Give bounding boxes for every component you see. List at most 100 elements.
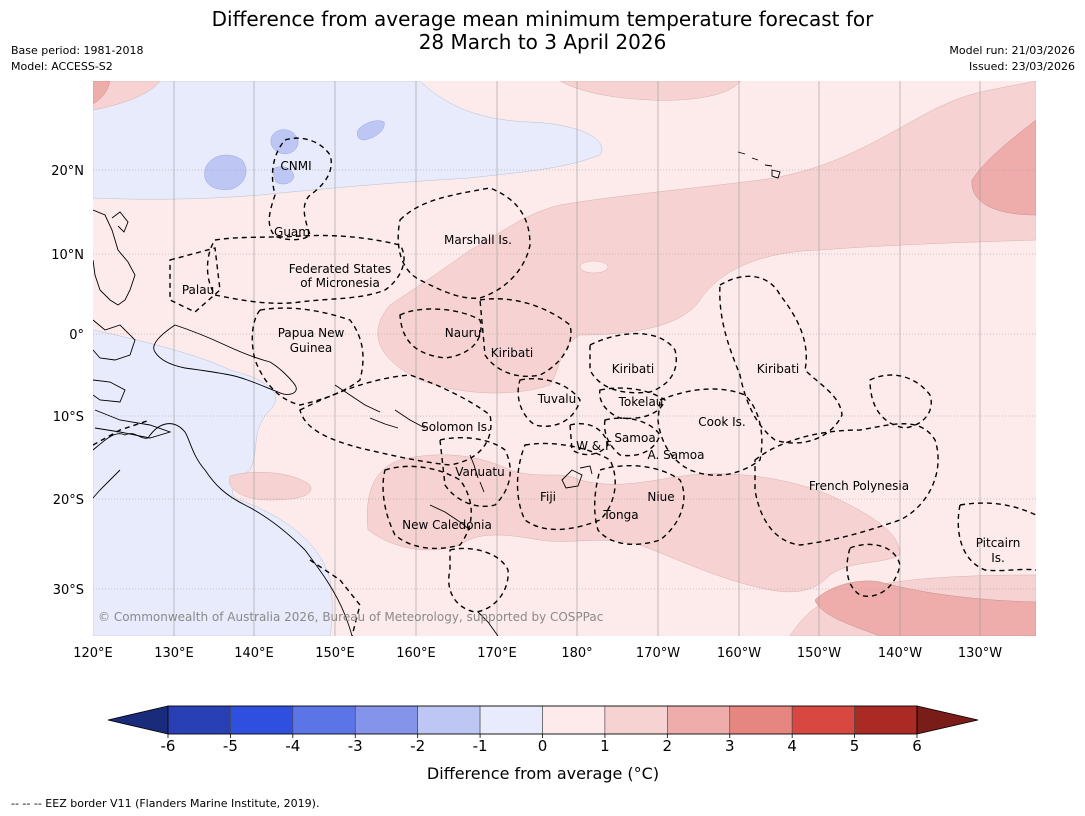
place-label: Fiji	[540, 490, 556, 504]
anomaly-patch-cool-3	[271, 166, 295, 185]
place-label: Guam	[274, 225, 310, 239]
eez-micronesia	[206, 234, 405, 304]
meta-right: Model run: 21/03/2026 Issued: 23/03/2026	[949, 43, 1075, 75]
colorbar-tick-label: -1	[473, 737, 488, 755]
place-label: Niue	[647, 490, 674, 504]
longitude-label: 150°W	[797, 646, 841, 661]
latitude-label: 30°S	[53, 583, 84, 598]
anomaly-patch-cool-4	[357, 120, 385, 141]
colorbar-swatch	[791, 705, 855, 735]
eez-cook	[657, 388, 763, 476]
place-label: Solomon Is.	[421, 420, 491, 434]
issued-date: Issued: 23/03/2026	[968, 60, 1075, 73]
place-label: Marshall Is.	[444, 233, 512, 247]
longitude-label: 160°W	[717, 646, 761, 661]
eez-tokelau	[598, 387, 666, 420]
eez-pitcairn	[846, 502, 1036, 597]
place-label: Federated States	[289, 262, 391, 276]
map-title: Difference from average mean minimum tem…	[0, 8, 1085, 54]
title-line-2: 28 March to 3 April 2026	[418, 30, 667, 54]
copyright-notice: © Commonwealth of Australia 2026, Bureau…	[98, 610, 603, 624]
colorbar-swatch	[854, 705, 918, 735]
coastline-new-guinea	[153, 324, 297, 395]
eez-kiribati-line	[719, 275, 843, 444]
eez-nauru	[399, 308, 482, 359]
eez-footer-note: -- -- -- EEZ border V11 (Flanders Marine…	[11, 797, 320, 810]
eez-samoa	[603, 417, 661, 457]
anomaly-patch-hot-ne	[971, 119, 1036, 216]
longitude-label: 120°E	[73, 646, 113, 661]
eez-palau	[169, 247, 221, 313]
longitude-label: 150°E	[315, 646, 355, 661]
place-label: Nauru	[445, 326, 481, 340]
eez-french-polynesia	[754, 374, 939, 546]
place-label: Vanuatu	[455, 465, 505, 479]
base-period: Base period: 1981-2018	[11, 44, 144, 57]
meta-left: Base period: 1981-2018 Model: ACCESS-S2	[11, 43, 143, 75]
anomaly-patch-warm-nw	[93, 81, 161, 111]
colorbar-tick-label: -3	[348, 737, 363, 755]
colorbar-tick-label: -4	[285, 737, 300, 755]
anomaly-patch-cool-1	[204, 154, 247, 190]
place-label: Tokelau	[618, 395, 664, 409]
place-label: W & F	[576, 439, 612, 453]
latitude-label: 10°N	[51, 248, 84, 263]
colorbar-tick-label: 3	[725, 737, 735, 755]
anomaly-region-cool-south	[93, 329, 333, 636]
coastline-solomon	[334, 384, 426, 429]
colorbar-swatch	[604, 705, 668, 735]
place-label: Kiribati	[757, 362, 799, 376]
colorbar-swatch	[542, 705, 606, 735]
longitude-label: 140°E	[234, 646, 274, 661]
latitude-label: 10°S	[53, 410, 84, 425]
colorbar-tick-label: 2	[663, 737, 673, 755]
coastline-new-zealand	[477, 611, 499, 636]
place-label: Tuvalu	[537, 392, 577, 406]
title-line-1: Difference from average mean minimum tem…	[211, 7, 874, 31]
place-label: Tonga	[602, 508, 638, 522]
longitude-label: 180°	[561, 646, 592, 661]
place-label: Kiribati	[491, 346, 533, 360]
longitude-label: 170°E	[477, 646, 517, 661]
anomaly-patch-warm-tasman	[229, 472, 312, 501]
anomaly-region-warm-east	[377, 81, 1036, 394]
place-label: Papua New	[278, 326, 345, 340]
longitude-label: 140°W	[878, 646, 922, 661]
eez-solomon	[299, 374, 492, 466]
place-label: Cook Is.	[698, 415, 745, 429]
colorbar-swatch	[417, 705, 481, 735]
place-label: Kiribati	[612, 362, 654, 376]
colorbar-swatch	[354, 705, 418, 735]
graticule	[93, 81, 1036, 636]
place-label: Samoa	[614, 431, 655, 445]
colorbar-extend-low	[107, 705, 169, 735]
anomaly-patch-hot-aus	[93, 81, 111, 105]
eez-wallis	[569, 423, 609, 456]
map-panel	[93, 81, 1036, 636]
eez-marshall	[397, 187, 531, 299]
place-label: Is.	[991, 551, 1005, 565]
eez-borders	[93, 137, 1036, 636]
coastline-fiji	[561, 465, 593, 489]
place-label: of Micronesia	[300, 276, 380, 290]
coastline-philippines	[93, 209, 136, 306]
model-run: Model run: 21/03/2026	[949, 44, 1075, 57]
land-outlines	[93, 151, 781, 636]
longitude-label: 130°E	[154, 646, 194, 661]
colorbar-swatch	[479, 705, 543, 735]
colorbar-swatch	[230, 705, 294, 735]
eez-kiribati-gilbert	[479, 298, 572, 377]
colorbar-tick-label: -6	[161, 737, 176, 755]
anomaly-patch-hot-se	[814, 580, 1036, 636]
place-label: New Caledonia	[402, 518, 492, 532]
coastline-hawaii	[737, 151, 781, 179]
place-label: French Polynesia	[809, 479, 909, 493]
colorbar-tick-label: 6	[912, 737, 922, 755]
colorbar-swatch	[292, 705, 356, 735]
longitude-label: 160°E	[396, 646, 436, 661]
latitude-label: 20°S	[53, 493, 84, 508]
place-label: Pitcairn	[976, 536, 1021, 550]
eez-australia-east	[93, 419, 509, 636]
